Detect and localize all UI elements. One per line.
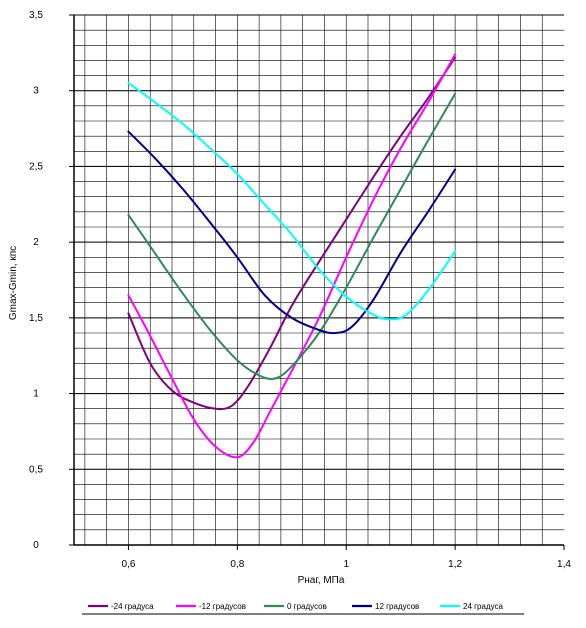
x-tick-labels: 0,6 0,8 1 1,2 1,4 xyxy=(121,545,571,570)
y-tick-label: 0,5 xyxy=(29,464,43,475)
legend-label: -24 градуса xyxy=(111,602,154,611)
series-lines xyxy=(127,53,457,459)
y-tick-label: 3,5 xyxy=(29,10,43,21)
x-tick-label: 0,6 xyxy=(121,559,135,570)
y-tick-label: 1 xyxy=(33,389,39,400)
legend-label: 12 градусов xyxy=(375,602,419,611)
series-line-1 xyxy=(127,56,457,410)
legend: -24 градуса -12 градусов 0 градусов 12 град… xyxy=(82,602,524,615)
y-tick-label: 3 xyxy=(33,86,39,97)
series-line-2 xyxy=(127,53,457,459)
y-tick-labels: 0 0,5 1 1,5 2 2,5 3 3,5 xyxy=(29,10,74,551)
x-tick-label: 1,4 xyxy=(557,559,571,570)
legend-label: -12 градусов xyxy=(199,602,246,611)
axes xyxy=(73,15,564,546)
y-tick-label: 1,5 xyxy=(29,313,43,324)
series-line-5 xyxy=(127,82,457,321)
x-axis-label: Рнаг, МПа xyxy=(298,575,345,586)
x-tick-label: 0,8 xyxy=(230,559,244,570)
y-tick-label: 2 xyxy=(33,237,39,248)
y-tick-label: 2,5 xyxy=(29,161,43,172)
x-tick-label: 1 xyxy=(343,559,349,570)
y-axis-label: Gmax-Gmin, кпс xyxy=(8,246,19,320)
x-tick-label: 1,2 xyxy=(448,559,462,570)
legend-label: 24 градуса xyxy=(463,602,504,611)
y-tick-label: 0 xyxy=(33,540,39,551)
legend-label: 0 градусов xyxy=(287,602,327,611)
series-line-4 xyxy=(127,130,457,335)
series-line-3 xyxy=(127,92,457,380)
